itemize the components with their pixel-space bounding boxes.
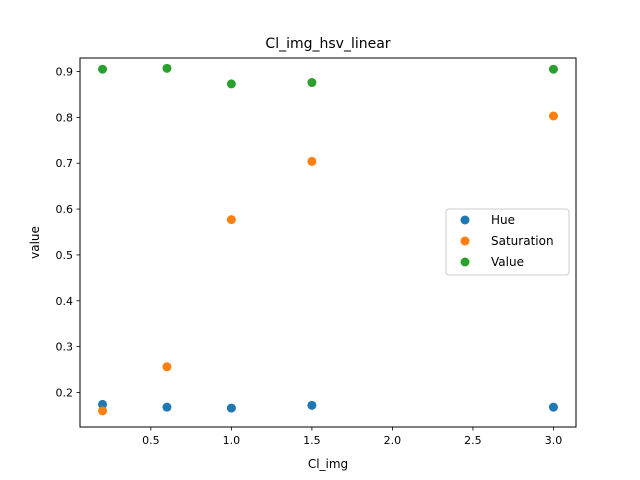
data-point-saturation <box>162 362 172 372</box>
y-tick-label: 0.7 <box>56 157 74 170</box>
legend-label: Saturation <box>491 234 554 248</box>
x-tick-label: 1.0 <box>223 434 241 447</box>
y-tick-label: 0.2 <box>56 386 74 399</box>
chart-title: Cl_img_hsv_linear <box>265 36 390 52</box>
legend-marker-hue <box>460 215 470 225</box>
legend-label: Hue <box>491 213 515 227</box>
x-tick-label: 1.5 <box>303 434 321 447</box>
y-tick-label: 0.5 <box>56 249 74 262</box>
y-tick-label: 0.9 <box>56 66 74 79</box>
x-tick-label: 2.5 <box>464 434 482 447</box>
x-axis-ticks: 0.5 1.0 1.5 2.0 2.5 3.0 <box>142 427 562 447</box>
plot-area-frame <box>79 57 577 428</box>
data-point-hue <box>307 400 317 410</box>
x-tick-label: 0.5 <box>142 434 160 447</box>
legend-marker-value <box>460 257 470 267</box>
x-tick-label: 3.0 <box>545 434 563 447</box>
x-tick-label: 2.0 <box>384 434 402 447</box>
legend: Hue Saturation Value <box>445 208 570 276</box>
y-tick-label: 0.3 <box>56 341 74 354</box>
data-point-saturation <box>548 111 558 121</box>
data-point-hue <box>548 402 558 412</box>
data-point-value <box>162 63 172 73</box>
data-point-hue <box>226 403 236 413</box>
y-axis-label: value <box>28 226 42 259</box>
legend-box <box>445 208 570 276</box>
data-point-saturation <box>226 215 236 225</box>
data-point-value <box>548 64 558 74</box>
data-point-saturation <box>98 406 108 416</box>
y-tick-label: 0.6 <box>56 203 74 216</box>
data-points <box>98 63 558 416</box>
data-point-hue <box>162 402 172 412</box>
data-point-value <box>307 78 317 88</box>
y-tick-label: 0.4 <box>56 295 74 308</box>
data-point-value <box>98 64 108 74</box>
y-axis-ticks: 0.2 0.3 0.4 0.5 0.6 0.7 0.8 0.9 <box>56 66 80 399</box>
data-point-value <box>226 79 236 89</box>
legend-marker-saturation <box>460 236 470 246</box>
y-tick-label: 0.8 <box>56 111 74 124</box>
x-axis-label: Cl_img <box>308 457 348 471</box>
legend-label: Value <box>491 255 524 269</box>
data-point-hue <box>98 399 108 409</box>
data-point-saturation <box>307 156 317 166</box>
